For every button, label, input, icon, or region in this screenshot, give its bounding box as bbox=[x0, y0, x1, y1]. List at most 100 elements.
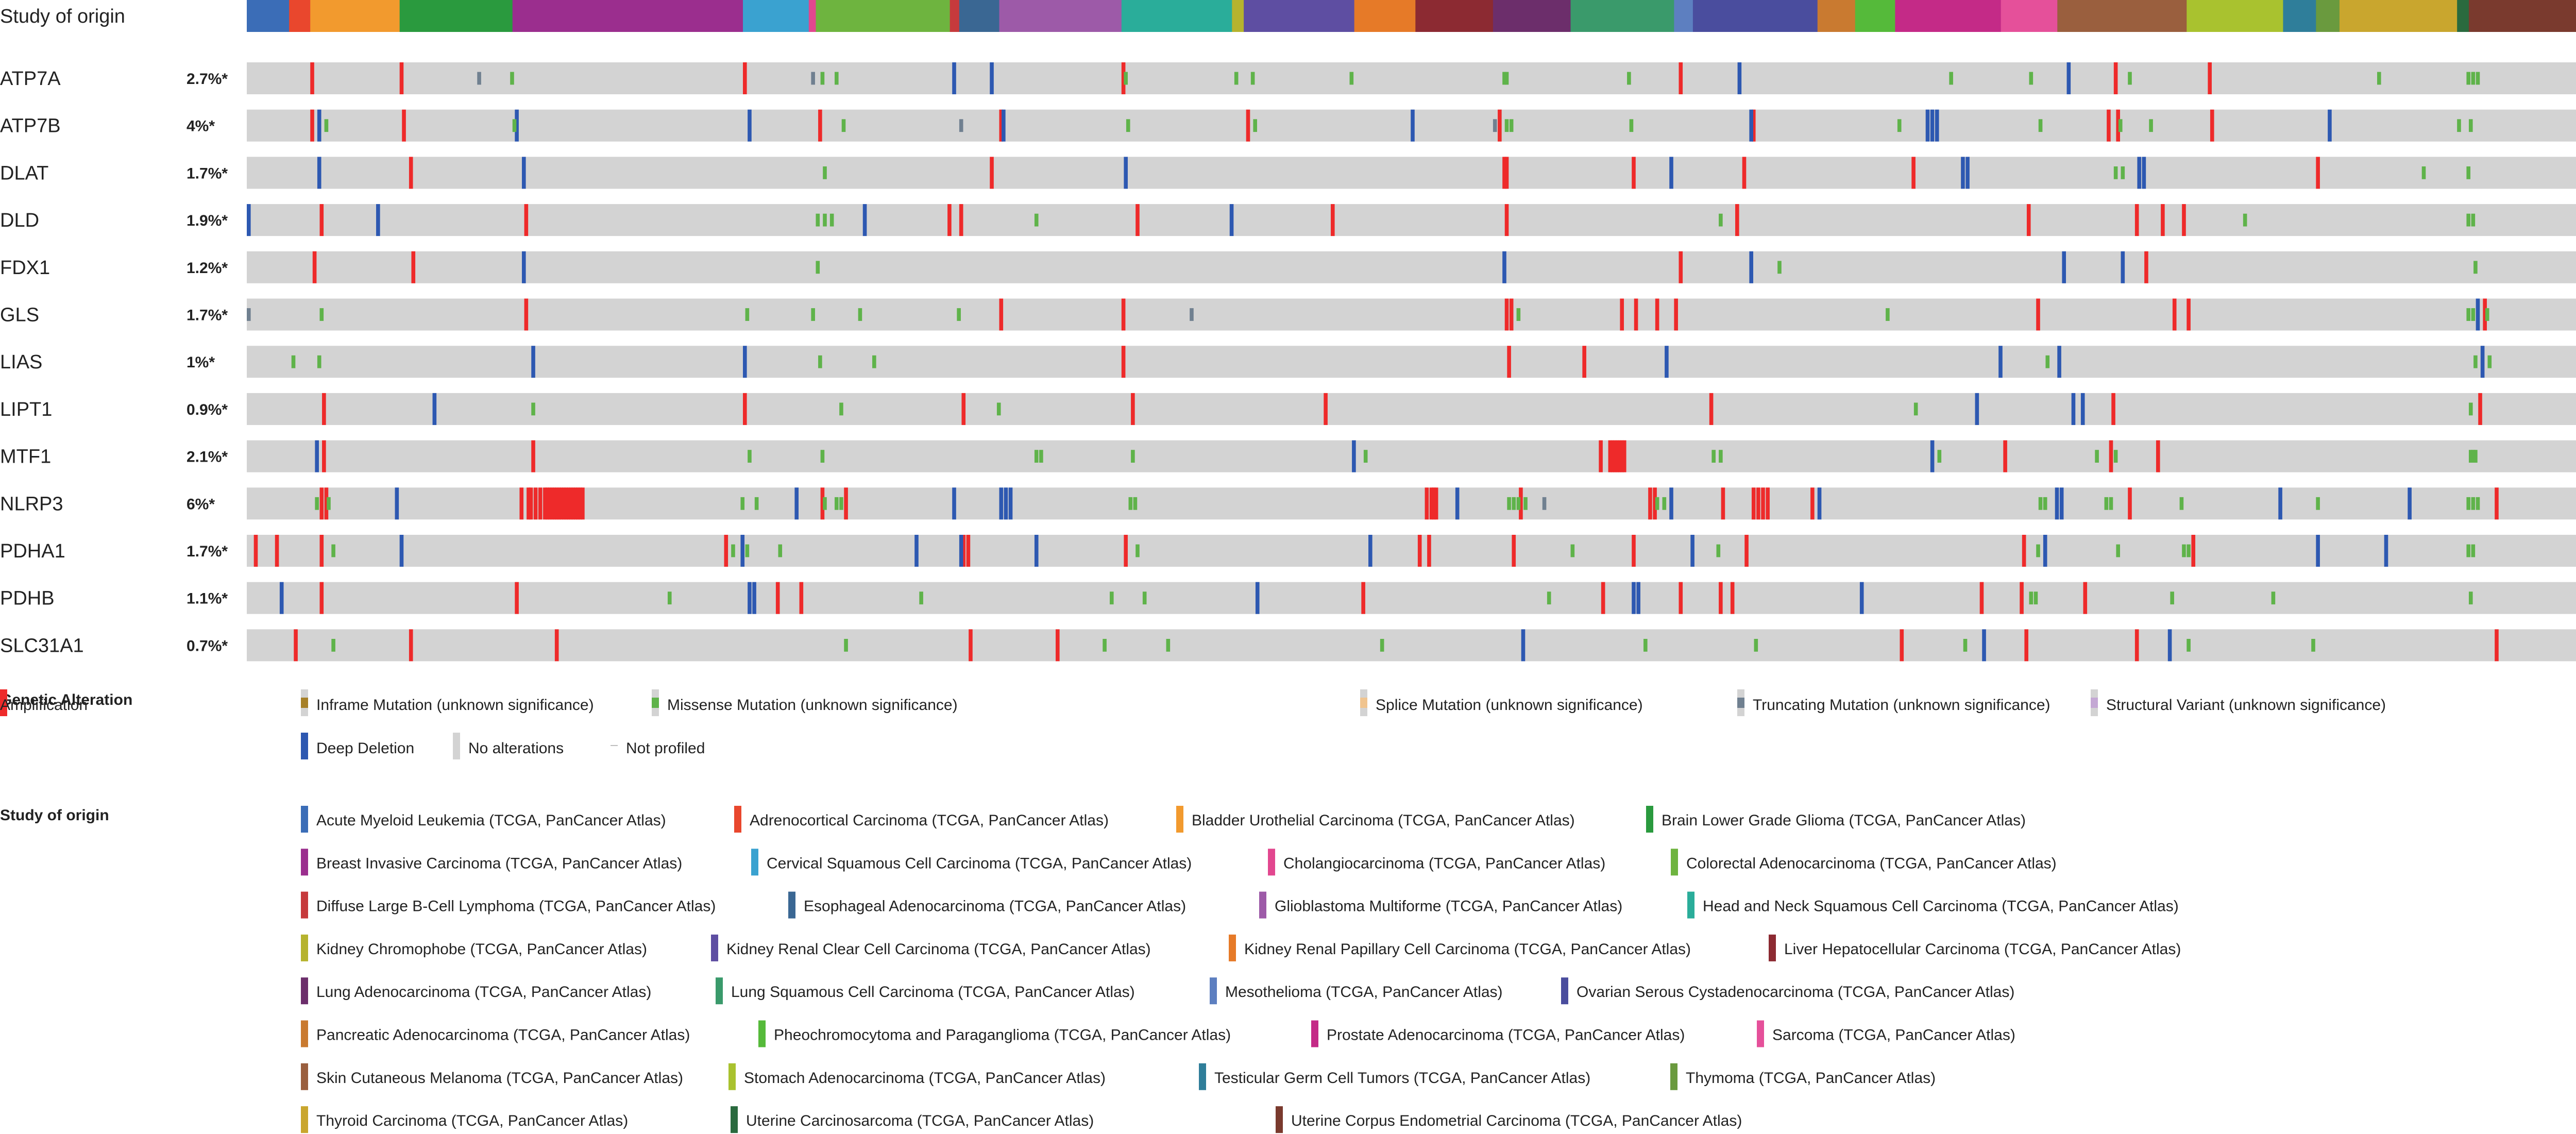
gene-row-lipt1: LIPT1 0.9%* bbox=[0, 393, 2576, 425]
amplification-mark bbox=[1632, 535, 1636, 567]
amplification-mark bbox=[1136, 204, 1140, 236]
missense-mutation-mark bbox=[2471, 450, 2476, 463]
amplification-mark bbox=[573, 487, 578, 520]
amplification-mark bbox=[531, 440, 535, 472]
missense-mutation-mark bbox=[331, 639, 335, 652]
gene-percent: 2.7%* bbox=[187, 71, 228, 88]
legend-item-sv: Structural Variant (unknown significance… bbox=[2091, 689, 2386, 716]
amplification-mark bbox=[399, 62, 404, 94]
missense-mutation-mark bbox=[1128, 497, 1133, 510]
deep-deletion-mark bbox=[952, 62, 956, 94]
deep-deletion-mark bbox=[1002, 109, 1006, 142]
legend-item-splice: Splice Mutation (unknown significance) bbox=[1360, 689, 1643, 716]
amplification-mark bbox=[1735, 204, 1739, 236]
amplification-mark bbox=[799, 582, 804, 614]
missense-mutation-mark bbox=[2466, 166, 2471, 179]
missense-mutation-mark bbox=[2468, 450, 2473, 463]
study-legend-swatch bbox=[1229, 934, 1236, 961]
legend-label: Inframe Mutation (unknown significance) bbox=[316, 697, 594, 714]
study-legend-swatch bbox=[1176, 806, 1183, 833]
gene-label: ATP7A bbox=[0, 68, 61, 90]
missense-mutation-mark bbox=[2466, 72, 2471, 85]
amplification-mark bbox=[743, 62, 747, 94]
study-block bbox=[1570, 0, 1674, 32]
study-legend-label: Pheochromocytoma and Paraganglioma (TCGA… bbox=[774, 1027, 1231, 1044]
study-legend-item: Sarcoma (TCGA, PanCancer Atlas) bbox=[1757, 1020, 2015, 1047]
amplification-mark bbox=[999, 109, 1004, 142]
missense-mutation-mark bbox=[2182, 544, 2186, 557]
missense-mutation-mark bbox=[1109, 591, 1114, 605]
deep-deletion-mark bbox=[2071, 393, 2076, 425]
missense-mutation-mark bbox=[1502, 72, 1506, 85]
amplification-mark bbox=[578, 487, 583, 520]
amplification-mark bbox=[2156, 440, 2160, 472]
amplification-mark bbox=[1331, 204, 1335, 236]
study-legend-swatch bbox=[301, 1106, 308, 1133]
missense-mutation-mark bbox=[919, 591, 923, 605]
gene-track-background bbox=[247, 535, 2576, 567]
legend-label: Not profiled bbox=[626, 740, 705, 757]
deep-deletion-mark bbox=[1368, 535, 1372, 567]
study-legend-swatch bbox=[1646, 806, 1653, 833]
missense-mutation-mark bbox=[1570, 544, 1575, 557]
gene-label: SLC31A1 bbox=[0, 635, 84, 656]
amplification-mark bbox=[1979, 582, 1984, 614]
missense-mutation-mark bbox=[2036, 544, 2040, 557]
amplification-mark bbox=[1634, 298, 1638, 331]
deep-deletion-mark bbox=[1930, 109, 1935, 142]
gene-label: PDHA1 bbox=[0, 540, 65, 562]
amplification-mark bbox=[743, 393, 747, 425]
missense-mutation-mark bbox=[331, 544, 335, 557]
missense-mutation-mark bbox=[745, 544, 750, 557]
missense-mutation-mark bbox=[2128, 72, 2132, 85]
study-block bbox=[399, 0, 513, 32]
deep-deletion-mark bbox=[279, 582, 284, 614]
gene-track-background bbox=[247, 393, 2576, 425]
amplification-mark bbox=[1509, 298, 1514, 331]
missense-mutation-mark bbox=[2149, 119, 2153, 132]
missense-mutation-mark bbox=[2104, 497, 2109, 510]
study-legend-label: Glioblastoma Multiforme (TCGA, PanCancer… bbox=[1275, 898, 1622, 915]
missense-mutation-mark bbox=[510, 72, 514, 85]
study-legend-label: Cervical Squamous Cell Carcinoma (TCGA, … bbox=[767, 855, 1192, 872]
study-block bbox=[2339, 0, 2458, 32]
missense-mutation-mark bbox=[2243, 213, 2247, 227]
legend-item-notprofiled: Not profiled bbox=[611, 740, 705, 757]
study-block bbox=[247, 0, 290, 32]
genetic-alteration-title: Genetic Alteration bbox=[0, 691, 132, 708]
gene-label: ATP7B bbox=[0, 115, 61, 137]
truncating-mutation-mark bbox=[1542, 497, 1547, 510]
gene-label: LIPT1 bbox=[0, 399, 52, 420]
deep-deletion-mark bbox=[1998, 346, 2003, 378]
deep-deletion-mark bbox=[2476, 298, 2480, 331]
amplification-mark bbox=[1632, 157, 1636, 189]
legend-swatch bbox=[453, 733, 460, 759]
missense-mutation-mark bbox=[2473, 355, 2478, 368]
amplification-mark bbox=[548, 487, 552, 520]
missense-mutation-mark bbox=[2473, 261, 2478, 274]
gene-percent: 1.1%* bbox=[187, 590, 228, 607]
missense-mutation-mark bbox=[2473, 450, 2478, 463]
study-block bbox=[999, 0, 1122, 32]
legend-label: Amplification bbox=[0, 697, 88, 714]
missense-mutation-mark bbox=[2457, 119, 2461, 132]
missense-mutation-mark bbox=[2471, 544, 2476, 557]
study-legend-swatch bbox=[716, 977, 723, 1005]
study-legend-swatch bbox=[1671, 849, 1678, 876]
amplification-mark bbox=[2113, 62, 2118, 94]
legend-label: Truncating Mutation (unknown significanc… bbox=[1753, 697, 2050, 714]
amplification-mark bbox=[990, 157, 994, 189]
gene-track-background bbox=[247, 298, 2576, 331]
deep-deletion-mark bbox=[1008, 487, 1013, 520]
study-legend-swatch bbox=[1276, 1106, 1283, 1133]
missense-mutation-mark bbox=[1250, 72, 1255, 85]
deep-deletion-mark bbox=[748, 582, 752, 614]
gene-percent: 2.1%* bbox=[187, 449, 228, 466]
study-legend-swatch bbox=[734, 806, 741, 833]
study-legend-swatch bbox=[711, 934, 718, 961]
study-legend-item: Uterine Carcinosarcoma (TCGA, PanCancer … bbox=[731, 1106, 1094, 1133]
study-legend-label: Kidney Renal Clear Cell Carcinoma (TCGA,… bbox=[726, 941, 1151, 958]
missense-mutation-mark bbox=[811, 308, 815, 321]
deep-deletion-mark bbox=[399, 535, 404, 567]
missense-mutation-mark bbox=[816, 213, 820, 227]
